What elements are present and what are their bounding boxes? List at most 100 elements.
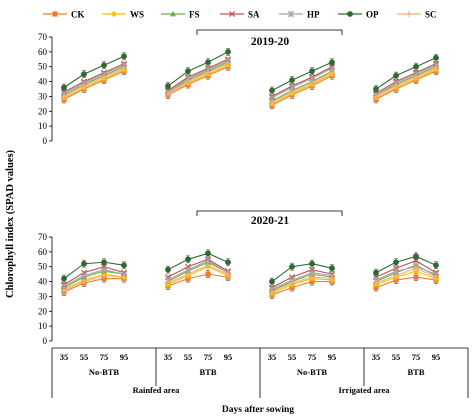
- x-tick-label: 95: [328, 352, 337, 362]
- data-point-ck: [413, 274, 419, 280]
- data-point-sc: [165, 280, 171, 287]
- series-line-hp: [375, 266, 437, 281]
- series-line-hp: [271, 272, 333, 290]
- data-point-op: [61, 84, 67, 91]
- legend-marker: [228, 10, 236, 18]
- data-point-op: [101, 62, 107, 69]
- series-line-sc: [63, 67, 125, 97]
- series-line-ws: [63, 69, 125, 99]
- data-point-op: [225, 48, 231, 55]
- group-label: No-BTB: [89, 367, 120, 377]
- y-tick-label: 70: [38, 232, 48, 242]
- x-tick-label: 95: [432, 352, 441, 362]
- legend-marker: [110, 10, 118, 18]
- x-tick-label: 75: [100, 352, 109, 362]
- y-tick-label: 30: [38, 91, 48, 101]
- data-point-sc: [121, 274, 127, 281]
- data-point-op: [165, 83, 171, 89]
- data-point-op: [225, 259, 231, 266]
- data-point-ck: [205, 271, 211, 277]
- data-point-sc: [81, 83, 87, 90]
- x-tick-label: 55: [288, 352, 297, 362]
- series-line-sa: [167, 258, 229, 278]
- area-label: Rainfed area: [133, 385, 181, 395]
- series-line-hp: [167, 60, 229, 93]
- panel-2019-20: 0 10 20 30 40 50 60 70 2019-20: [38, 29, 440, 146]
- legend-label: OP: [366, 10, 379, 20]
- series-line-ck: [63, 70, 125, 100]
- legend-item-ck: CK: [43, 10, 85, 20]
- series-line-sa: [375, 63, 437, 94]
- y-tick-label: 20: [38, 106, 48, 116]
- panel-2020-21: 0 10 20 30 40 50 60 70 2020-21: [38, 210, 440, 346]
- data-point-sc: [309, 274, 315, 281]
- year-label: 2019-20: [251, 36, 290, 48]
- series-line-ck: [167, 273, 229, 287]
- series-line-sa: [375, 260, 437, 278]
- y-tick-label: 10: [38, 321, 48, 331]
- series-line-fs: [375, 66, 437, 96]
- y-tick-label: 50: [38, 62, 48, 72]
- data-point-op: [413, 63, 419, 70]
- data-point-op: [373, 86, 379, 92]
- data-point-sc: [373, 93, 379, 100]
- data-point-sc: [121, 65, 127, 72]
- y-tick-label: 50: [38, 262, 48, 272]
- series-line-op: [167, 252, 229, 271]
- data-point-sc: [289, 280, 295, 287]
- legend-item-ws: WS: [102, 10, 144, 20]
- legend-item-sc: SC: [397, 10, 437, 20]
- data-point-op: [185, 68, 191, 75]
- data-point-sc: [393, 83, 399, 90]
- data-point-op: [81, 260, 87, 267]
- x-tick-label: 75: [204, 352, 213, 362]
- year-bracket: [196, 210, 343, 216]
- legend-item-hp: HP: [279, 10, 320, 20]
- data-point-op: [269, 87, 275, 94]
- series-line-sa: [271, 66, 333, 97]
- data-point-sc: [225, 271, 231, 278]
- legend-item-fs: FS: [161, 10, 200, 20]
- series-line-sc: [63, 275, 125, 291]
- y-tick-label: 60: [38, 247, 48, 257]
- data-point-sc: [185, 271, 191, 278]
- series-line-hp: [63, 269, 125, 287]
- series-line-ws: [375, 69, 437, 99]
- data-point-op: [289, 77, 295, 83]
- area-label: Irrigated area: [338, 385, 390, 395]
- data-point-op: [393, 259, 399, 266]
- legend-item-op: OP: [338, 10, 379, 20]
- y-tick-label: 0: [43, 136, 48, 146]
- data-point-op: [205, 59, 211, 66]
- x-tick-label: 35: [60, 352, 69, 362]
- x-tick-label: 95: [224, 352, 233, 362]
- series-line-fs: [167, 261, 229, 283]
- data-point-sc: [329, 275, 335, 282]
- series-line-op: [375, 57, 437, 90]
- data-point-sc: [289, 88, 295, 95]
- x-tick-label: 35: [164, 352, 173, 362]
- data-point-op: [61, 275, 67, 282]
- y-tick-label: 40: [38, 77, 48, 87]
- series-line-op: [271, 263, 333, 283]
- series-line-hp: [167, 260, 229, 281]
- data-point-hp: [100, 266, 108, 273]
- data-point-op: [329, 265, 335, 272]
- legend-label: CK: [71, 10, 85, 20]
- data-point-op: [329, 59, 335, 66]
- series-line-sc: [167, 63, 229, 94]
- data-point-sc: [185, 78, 191, 85]
- series-line-sc: [271, 72, 333, 103]
- group-label: BTB: [407, 367, 424, 377]
- legend-label: SA: [248, 10, 260, 20]
- series-line-sa: [271, 269, 333, 289]
- legend-marker: [52, 11, 58, 17]
- year-bracket: [196, 29, 343, 35]
- data-point-op: [433, 54, 439, 61]
- series-line-fs: [271, 70, 333, 102]
- series-line-ws: [375, 270, 437, 286]
- series-line-sc: [375, 67, 437, 97]
- data-point-sc: [433, 65, 439, 72]
- series-line-fs: [167, 61, 229, 93]
